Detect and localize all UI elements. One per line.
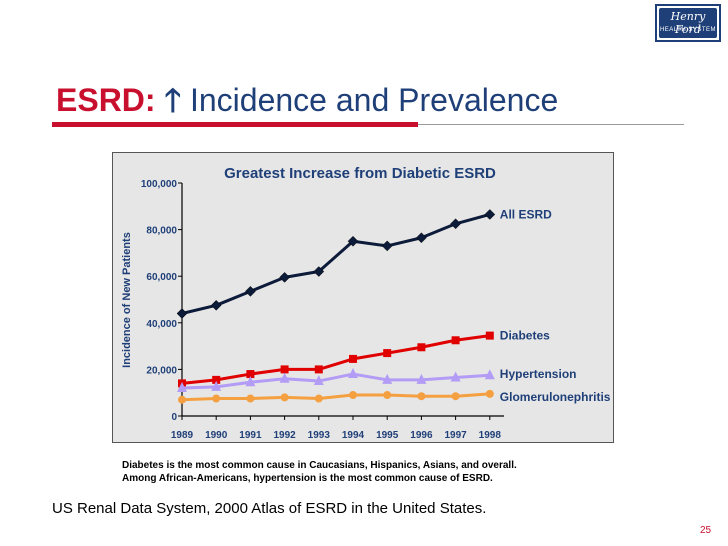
- page-number: 25: [700, 525, 712, 536]
- data-point: [280, 393, 289, 402]
- data-point: [348, 368, 358, 379]
- note-line-1: Diabetes is the most common cause in Cau…: [122, 460, 517, 471]
- data-point: [245, 285, 256, 297]
- logo-text: Henry Ford: [670, 10, 706, 36]
- data-point: [212, 394, 221, 403]
- data-point: [383, 349, 392, 358]
- data-point: [450, 371, 461, 382]
- data-point: [451, 392, 460, 401]
- title-underline-red: [52, 122, 418, 127]
- data-point: [177, 382, 187, 393]
- y-tick-label: 40,000: [146, 319, 177, 330]
- data-point: [417, 392, 426, 401]
- tick-labels: 0 20,000 40,000 60,000 80,000 100,000 1989 1990…: [141, 179, 502, 441]
- series-line: [181, 372, 490, 390]
- data-point: [246, 370, 255, 379]
- data-point: [450, 218, 461, 230]
- y-tick-label: 20,000: [146, 365, 177, 376]
- series-labels: All ESRD Diabetes Hypertension Glomerulonep…: [500, 207, 611, 403]
- data-point: [212, 375, 221, 384]
- logo-subtext: HEALTH SYSTEM: [659, 27, 717, 33]
- x-tick-label: 1998: [479, 430, 502, 441]
- data-point: [349, 391, 357, 400]
- series-line: [181, 334, 491, 385]
- title-main: Incidence and Prevalence: [189, 82, 559, 118]
- series-label: Diabetes: [500, 329, 550, 343]
- data-point: [349, 354, 357, 363]
- data-point: [314, 365, 323, 374]
- y-tick-label: 60,000: [146, 272, 177, 283]
- x-tick-label: 1992: [273, 430, 296, 441]
- citation: US Renal Data System, 2000 Atlas of ESRD…: [52, 500, 487, 517]
- data-point: [485, 389, 494, 398]
- y-axis-label: Incidence of New Patients: [121, 232, 133, 368]
- series-line: [181, 392, 490, 402]
- data-point: [484, 209, 496, 220]
- axes: [181, 183, 504, 417]
- series-line: [181, 213, 491, 315]
- data-point: [381, 240, 393, 252]
- chart-title: Greatest Increase from Diabetic ESRD: [224, 165, 496, 182]
- data-point: [313, 375, 324, 386]
- data-point: [279, 372, 290, 383]
- data-point: [313, 266, 325, 277]
- series-label: Hypertension: [500, 367, 577, 381]
- series-label: All ESRD: [500, 207, 552, 221]
- data-point: [314, 394, 323, 403]
- title-prefix: ESRD:: [56, 82, 156, 118]
- henry-ford-logo: Henry Ford HEALTH SYSTEM: [655, 4, 721, 42]
- x-tick-label: 1991: [239, 430, 262, 441]
- x-tick-label: 1997: [444, 430, 467, 441]
- data-point: [279, 272, 290, 283]
- x-tick-label: 1989: [171, 430, 194, 441]
- data-point: [210, 299, 222, 311]
- data-point: [484, 369, 495, 380]
- data-point: [246, 394, 255, 403]
- x-tick-label: 1993: [308, 430, 331, 441]
- data-point: [451, 336, 460, 345]
- logo-background: Henry Ford HEALTH SYSTEM: [659, 8, 717, 38]
- slide-title: ESRD: 🡑 Incidence and Prevalence: [56, 78, 558, 132]
- x-tick-label: 1990: [205, 430, 228, 441]
- up-arrow-icon: 🡑: [164, 82, 182, 118]
- data-point: [383, 391, 392, 400]
- data-point: [485, 331, 494, 340]
- data-point: [416, 373, 427, 384]
- note-line-2: Among African-Americans, hypertension is…: [122, 473, 493, 484]
- data-point: [382, 373, 393, 384]
- x-tick-label: 1996: [410, 430, 433, 441]
- series-label: Glomerulonephritis: [500, 390, 611, 404]
- y-tick-label: 80,000: [146, 226, 177, 237]
- data-point: [417, 343, 426, 352]
- data-point: [178, 395, 186, 404]
- y-tick-label: 100,000: [141, 179, 178, 190]
- x-tick-label: 1995: [376, 430, 399, 441]
- data-point: [280, 365, 289, 374]
- data-point: [176, 308, 188, 319]
- title-underline-gray: [418, 124, 684, 125]
- data-point: [347, 235, 359, 247]
- y-tick-label: 0: [171, 412, 177, 423]
- data-point: [416, 232, 427, 244]
- x-tick-label: 1994: [342, 430, 365, 441]
- data-point: [245, 376, 256, 387]
- data-point: [211, 380, 222, 391]
- series-group: [176, 209, 496, 404]
